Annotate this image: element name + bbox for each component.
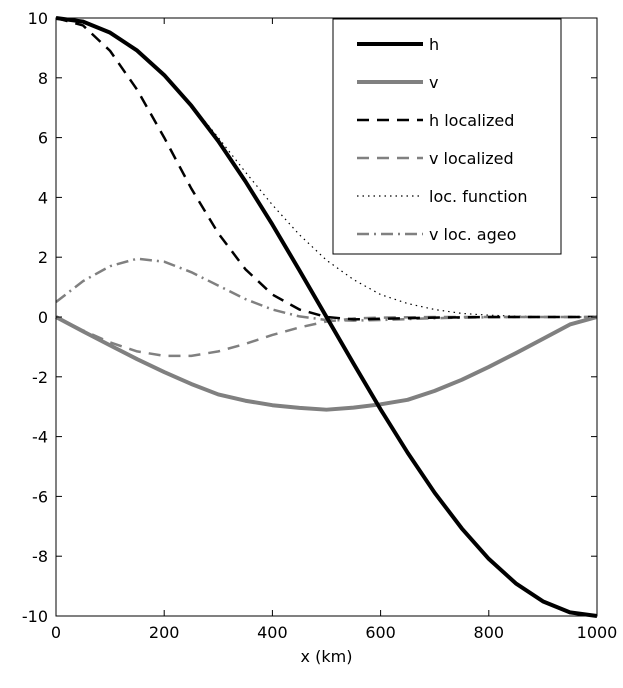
legend-box: [332, 18, 562, 255]
x-axis-title: x (km): [301, 647, 353, 666]
x-tick-label: 200: [149, 623, 180, 642]
y-tick-label: -8: [32, 547, 48, 566]
y-tick-label: -4: [32, 428, 48, 447]
x-tick-label: 1000: [577, 623, 618, 642]
y-tick-label: 6: [38, 129, 48, 148]
y-tick-label: 2: [38, 248, 48, 267]
series-line-h-localized: [55, 16, 597, 321]
y-tick-label: 8: [38, 69, 48, 88]
y-tick-label: 4: [38, 188, 48, 207]
x-tick-label: 800: [474, 623, 505, 642]
legend: hv h localized v localized loc. function v l…: [332, 18, 562, 255]
y-tick-label: 10: [28, 9, 48, 28]
axis-layer: 0 200 400 600 800 1000 -10 -8 -6 -4 -2 0 2 4 6 8 10: [22, 9, 618, 642]
legend-label: v: [429, 73, 438, 92]
y-tick-label: 0: [38, 308, 48, 327]
legend-label: h localized: [429, 111, 514, 130]
series-line-v-localized: [55, 315, 597, 358]
x-tick-label: 400: [257, 623, 288, 642]
x-tick-label: 0: [51, 623, 61, 642]
legend-label: h: [429, 35, 439, 54]
x-tick-label: 600: [365, 623, 396, 642]
legend-label: v localized: [429, 149, 514, 168]
y-tick-label: -2: [32, 368, 48, 387]
y-tick-label: -10: [22, 607, 48, 626]
series-line-v: [55, 315, 598, 412]
series-layer: [55, 16, 598, 618]
y-tick-label: -6: [32, 487, 48, 506]
series-line-v-loc-ageo: [55, 257, 597, 322]
legend-label: v loc. ageo: [429, 225, 516, 244]
legend-label: loc. function: [429, 187, 528, 206]
series-line-h: [55, 16, 598, 618]
